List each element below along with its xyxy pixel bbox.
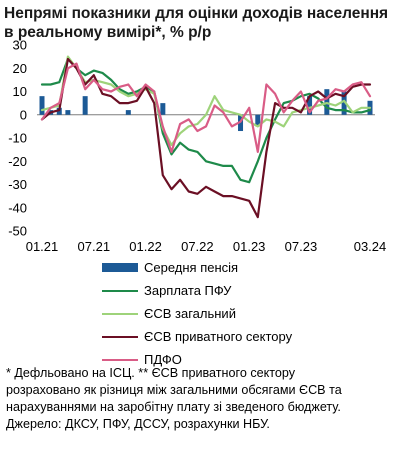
y-tick-label: 20 bbox=[13, 61, 27, 76]
bar-pension bbox=[82, 96, 88, 115]
bar-pension bbox=[125, 110, 131, 115]
legend-item-pfu-salary: Зарплата ПФУ bbox=[102, 279, 392, 302]
chart-title: Непрямі показники для оцінки доходів нас… bbox=[4, 4, 404, 42]
bar-pension bbox=[160, 103, 166, 115]
x-tick-label: 01.22 bbox=[129, 239, 162, 254]
bar-pension bbox=[65, 110, 71, 115]
y-tick-label: 0 bbox=[20, 107, 27, 122]
y-tick-label: -50 bbox=[8, 224, 27, 239]
legend-label-pfu-salary: Зарплата ПФУ bbox=[144, 283, 232, 298]
legend-swatch-pfu-salary bbox=[102, 290, 138, 292]
bar-pension bbox=[39, 96, 45, 115]
x-tick-label: 07.22 bbox=[181, 239, 214, 254]
legend-label-pdfo: ПДФО bbox=[144, 352, 182, 367]
x-tick-label: 03.24 bbox=[354, 239, 387, 254]
x-tick-label: 07.23 bbox=[285, 239, 318, 254]
x-tick-label: 07.21 bbox=[78, 239, 111, 254]
chart-title-line-2: в реальному вимірі*, % р/р bbox=[4, 24, 212, 41]
legend-label-pension: Середня пенсія bbox=[144, 260, 239, 275]
legend-item-esv-total: ЄСВ загальний bbox=[102, 302, 392, 325]
bar-pension bbox=[255, 114, 261, 127]
x-tick-label: 01.21 bbox=[26, 239, 59, 254]
line-pdfo bbox=[40, 62, 372, 153]
legend-label-esv-private: ЄСВ приватного сектору bbox=[144, 329, 293, 344]
bar-pension bbox=[56, 107, 62, 115]
footnote-line-4: Джерело: ДКСУ, ПФУ, ДССУ, розрахунки НБУ… bbox=[6, 417, 270, 431]
line-pfu-salary bbox=[40, 57, 372, 184]
legend-swatch-esv-private bbox=[102, 336, 138, 338]
x-tick-label: 01.23 bbox=[233, 239, 266, 254]
bar-pension bbox=[324, 89, 330, 115]
y-tick-label: 10 bbox=[13, 84, 27, 99]
legend-label-esv-total: ЄСВ загальний bbox=[144, 306, 236, 321]
y-tick-label: 30 bbox=[13, 38, 27, 53]
legend-swatch-pension bbox=[102, 263, 138, 272]
footnote-line-3: нарахуваннями на заробітну плату зі звед… bbox=[6, 400, 341, 414]
y-tick-label: -20 bbox=[8, 154, 27, 169]
legend-item-esv-private: ЄСВ приватного сектору bbox=[102, 325, 392, 348]
bar-pension bbox=[307, 96, 313, 115]
legend-swatch-esv-total bbox=[102, 313, 138, 315]
y-tick-label: -30 bbox=[8, 177, 27, 192]
footnote-line-1: * Дефльовано на ІСЦ. ** ЄСВ приватного с… bbox=[6, 366, 296, 380]
y-tick-label: -40 bbox=[8, 200, 27, 215]
legend-item-pension: Середня пенсія bbox=[102, 256, 392, 279]
bar-pension bbox=[341, 91, 347, 115]
chart-title-line-1: Непрямі показники для оцінки доходів нас… bbox=[4, 5, 389, 22]
y-tick-label: -10 bbox=[8, 131, 27, 146]
footnote: * Дефльовано на ІСЦ. ** ЄСВ приватного с… bbox=[6, 365, 404, 433]
footnote-line-2: розраховано як різниця між загальними об… bbox=[6, 383, 342, 397]
chart-legend: Середня пенсія Зарплата ПФУ ЄСВ загальни… bbox=[102, 256, 392, 371]
legend-item-pdfo: ПДФО bbox=[102, 348, 392, 371]
legend-swatch-pdfo bbox=[102, 359, 138, 361]
